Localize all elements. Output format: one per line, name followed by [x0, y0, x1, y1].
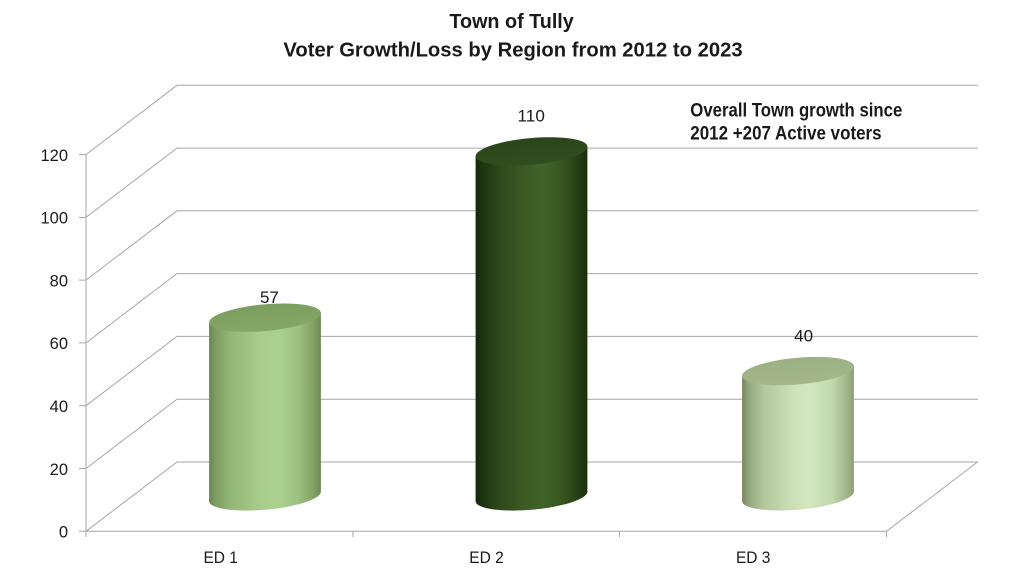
- svg-text:Overall Town growth since: Overall Town growth since: [690, 100, 902, 121]
- svg-text:20: 20: [50, 461, 68, 479]
- svg-text:Town of Tully: Town of Tully: [449, 11, 574, 33]
- svg-text:57: 57: [260, 288, 279, 307]
- svg-text:40: 40: [50, 398, 68, 416]
- svg-text:ED 1: ED 1: [203, 548, 238, 567]
- svg-text:ED 2: ED 2: [469, 548, 504, 567]
- svg-text:120: 120: [40, 147, 68, 165]
- svg-text:60: 60: [50, 335, 68, 353]
- svg-text:2012 +207 Active voters: 2012 +207 Active voters: [690, 124, 881, 145]
- svg-text:80: 80: [50, 272, 68, 290]
- svg-text:Voter Growth/Loss by Region fr: Voter Growth/Loss by Region from 2012 to…: [283, 40, 742, 62]
- svg-text:110: 110: [518, 106, 545, 125]
- svg-text:100: 100: [40, 210, 68, 228]
- svg-text:ED 3: ED 3: [736, 548, 771, 567]
- svg-text:40: 40: [794, 326, 813, 345]
- svg-text:0: 0: [59, 524, 68, 542]
